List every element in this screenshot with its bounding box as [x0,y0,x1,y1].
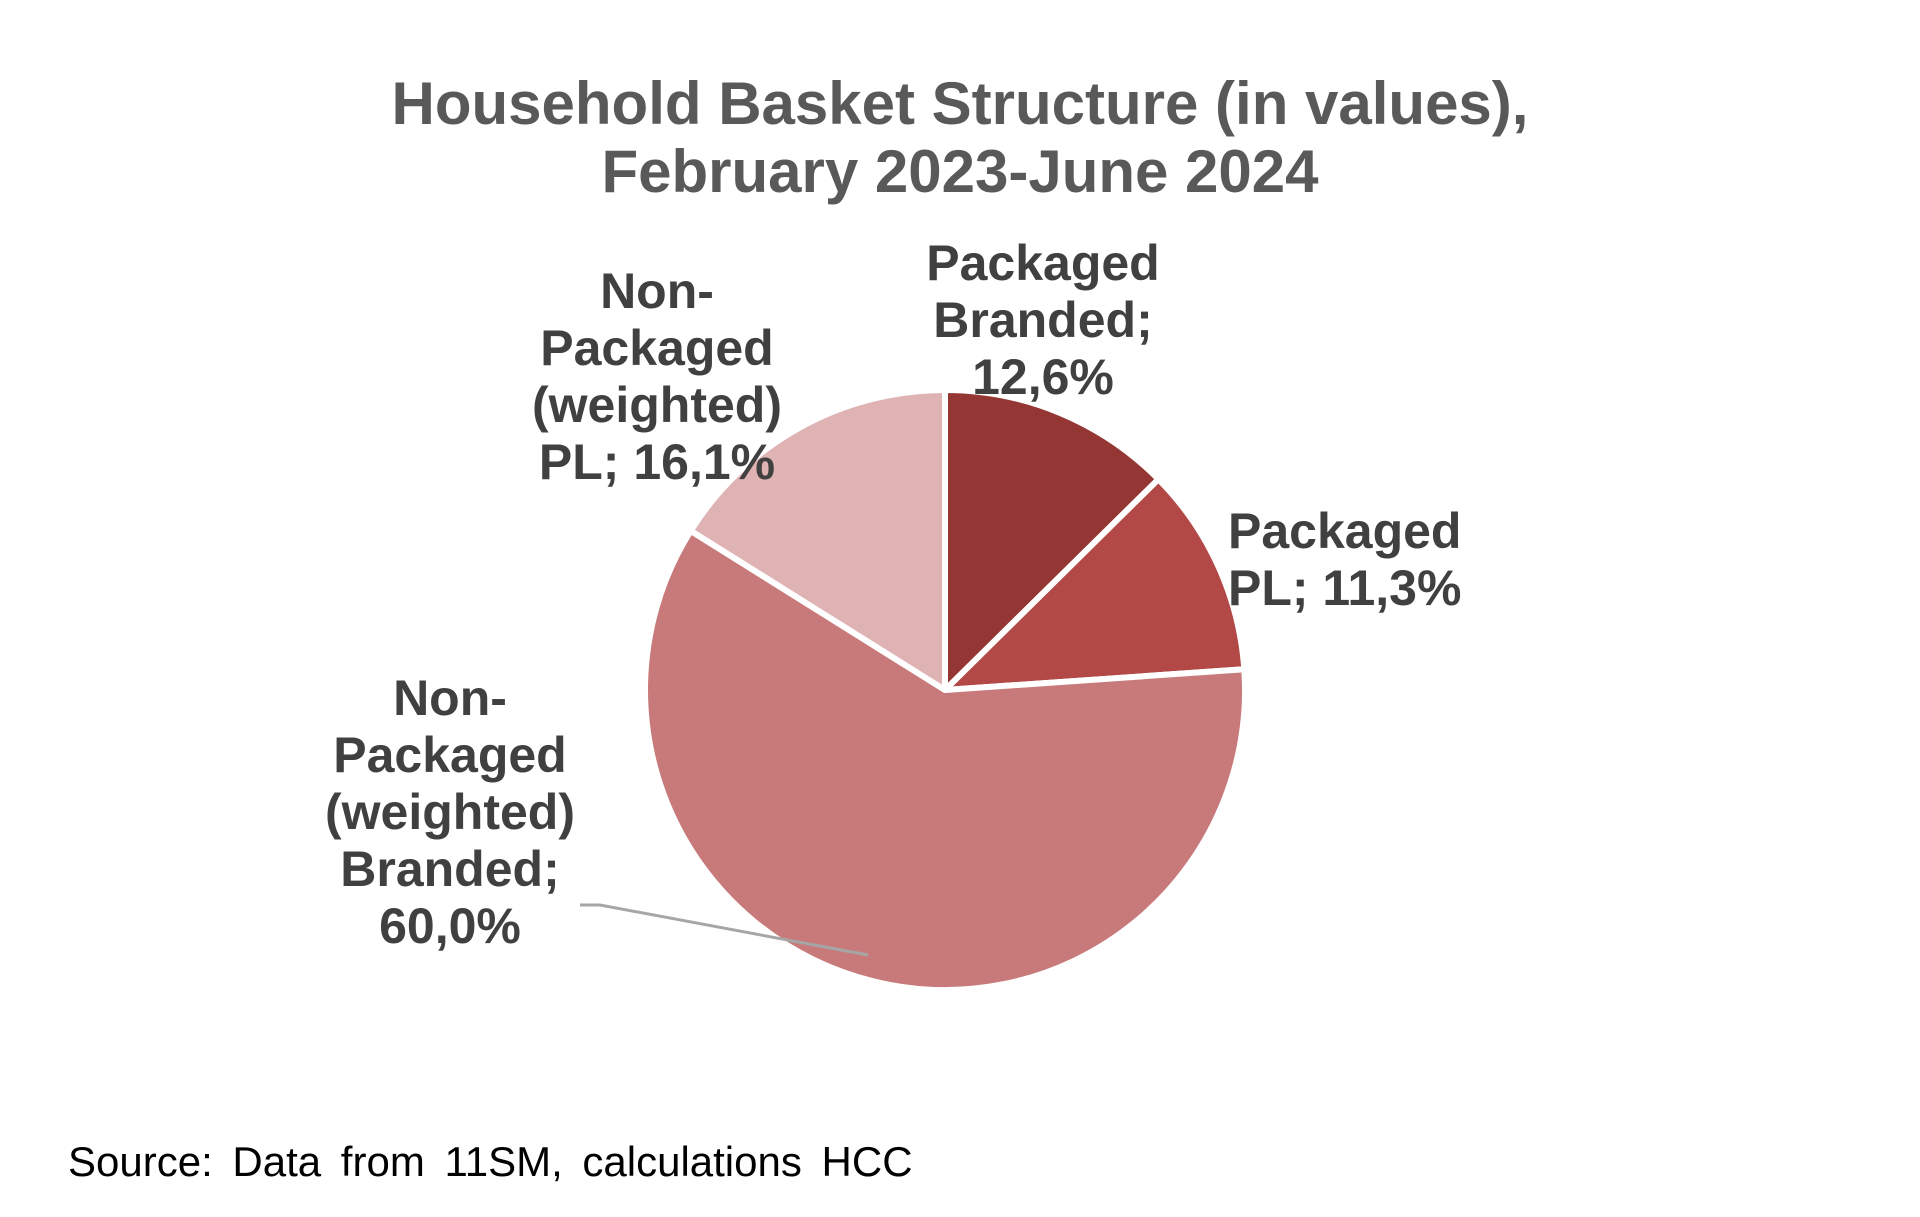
slice-labels: Packaged Branded; 12,6%Packaged PL; 11,3%No… [325,235,1461,954]
slice-label-4-line-2: Packaged [540,320,773,376]
slice-label-3-line-1: Non- [393,670,507,726]
leader-lines [580,903,869,957]
slice-label-4-line-4: PL; 16,1% [539,434,775,490]
pie-slice-2 [942,476,1248,693]
slice-label-3-line-4: Branded; [340,841,559,897]
slice-label-3: Non-Packaged (weighted) Branded; 60,0% [325,670,575,954]
chart-title-line-2: February 2023-June 2024 [601,138,1319,205]
slice-label-4-line-3: (weighted) [532,377,782,433]
chart-title: Household Basket Structure (in values), … [0,70,1920,206]
source-note: Source: Data from 11SM, calculations HCC [68,1138,913,1185]
chart-title-line-1: Household Basket Structure (in values), [391,70,1529,137]
slice-label-2: Packaged PL; 11,3% [1228,503,1461,616]
pie-slices [642,387,1248,993]
leader-line-slice-3 [580,903,869,957]
slice-label-3-line-3: (weighted) [325,784,575,840]
slice-label-1: Packaged Branded; 12,6% [926,235,1159,405]
pie-slice-4 [687,387,948,693]
slice-label-2-line-2: PL; 11,3% [1228,560,1461,616]
pie-slice-1 [942,387,1162,693]
slice-label-3-line-5: 60,0% [379,898,521,954]
slice-label-1-line-3: 12,6% [972,349,1114,405]
slice-label-4: Non-Packaged (weighted) PL; 16,1% [532,263,782,490]
slice-label-3-line-2: Packaged [333,727,566,783]
pie-slice-3 [642,527,1248,993]
slice-label-1-line-1: Packaged [926,235,1159,291]
slice-label-1-line-2: Branded; [933,292,1152,348]
slice-label-2-line-1: Packaged [1228,503,1461,559]
slice-label-4-line-1: Non- [600,263,714,319]
